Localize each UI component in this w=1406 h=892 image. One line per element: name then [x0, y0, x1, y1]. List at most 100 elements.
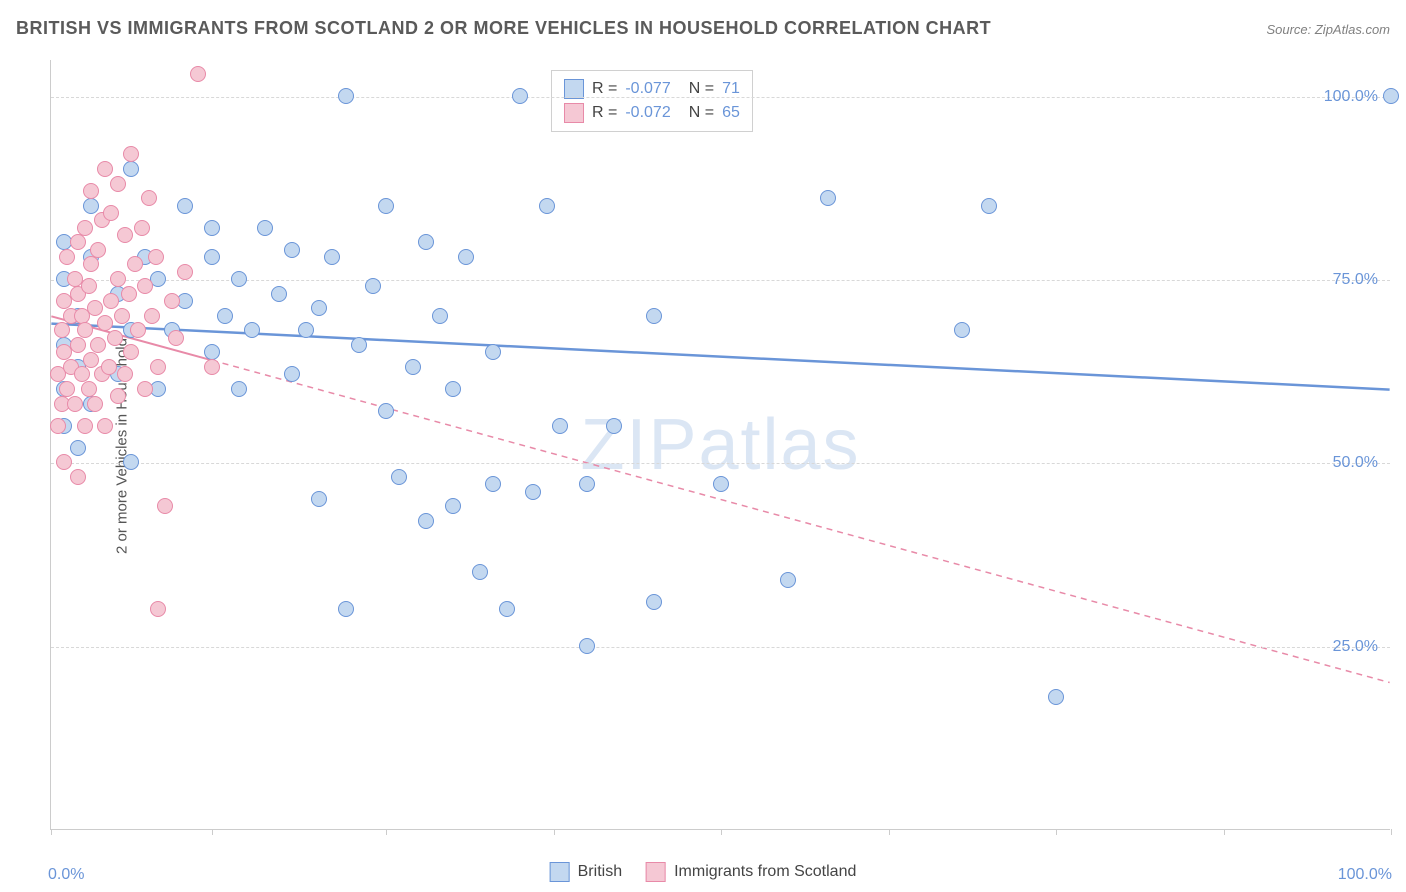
- x-tick-100: 100.0%: [1338, 866, 1392, 884]
- data-point: [117, 366, 133, 382]
- data-point: [284, 242, 300, 258]
- data-point: [148, 249, 164, 265]
- x-tick-0: 0.0%: [48, 866, 84, 884]
- legend-label: British: [578, 863, 622, 881]
- data-point: [418, 513, 434, 529]
- x-tick: [1224, 829, 1225, 835]
- gridline: [51, 647, 1390, 648]
- data-point: [204, 359, 220, 375]
- data-point: [525, 484, 541, 500]
- data-point: [204, 249, 220, 265]
- data-point: [458, 249, 474, 265]
- data-point: [70, 337, 86, 353]
- legend-swatch: [550, 862, 570, 882]
- data-point: [157, 498, 173, 514]
- data-point: [110, 176, 126, 192]
- data-point: [110, 388, 126, 404]
- x-tick: [1056, 829, 1057, 835]
- data-point: [168, 330, 184, 346]
- data-point: [338, 88, 354, 104]
- data-point: [127, 256, 143, 272]
- data-point: [83, 352, 99, 368]
- data-point: [83, 183, 99, 199]
- data-point: [81, 278, 97, 294]
- chart-title: BRITISH VS IMMIGRANTS FROM SCOTLAND 2 OR…: [16, 18, 991, 39]
- data-point: [77, 220, 93, 236]
- data-point: [177, 264, 193, 280]
- data-point: [204, 344, 220, 360]
- data-point: [123, 161, 139, 177]
- legend-swatch: [646, 862, 666, 882]
- data-point: [231, 381, 247, 397]
- data-point: [780, 572, 796, 588]
- data-point: [445, 381, 461, 397]
- x-tick: [212, 829, 213, 835]
- data-point: [512, 88, 528, 104]
- data-point: [405, 359, 421, 375]
- data-point: [954, 322, 970, 338]
- legend-r-label: R =: [592, 101, 617, 125]
- watermark: ZIPatlas: [580, 404, 860, 486]
- data-point: [606, 418, 622, 434]
- data-point: [137, 278, 153, 294]
- data-point: [103, 205, 119, 221]
- data-point: [485, 344, 501, 360]
- data-point: [121, 286, 137, 302]
- data-point: [103, 293, 119, 309]
- legend-n-value: 65: [722, 101, 740, 125]
- y-tick-label: 25.0%: [1333, 638, 1378, 656]
- data-point: [150, 359, 166, 375]
- legend-stats: R = -0.077N = 71R = -0.072N = 65: [551, 70, 753, 132]
- gridline: [51, 97, 1390, 98]
- data-point: [74, 366, 90, 382]
- data-point: [67, 396, 83, 412]
- data-point: [646, 308, 662, 324]
- data-point: [90, 242, 106, 258]
- legend-swatch: [564, 103, 584, 123]
- legend-r-value: -0.072: [625, 101, 670, 125]
- data-point: [97, 315, 113, 331]
- data-point: [59, 249, 75, 265]
- data-point: [70, 469, 86, 485]
- y-tick-label: 50.0%: [1333, 454, 1378, 472]
- gridline: [51, 280, 1390, 281]
- data-point: [117, 227, 133, 243]
- gridline: [51, 463, 1390, 464]
- data-point: [134, 220, 150, 236]
- legend-n-label: N =: [689, 101, 714, 125]
- data-point: [365, 278, 381, 294]
- data-point: [391, 469, 407, 485]
- data-point: [70, 234, 86, 250]
- data-point: [144, 308, 160, 324]
- data-point: [244, 322, 260, 338]
- data-point: [820, 190, 836, 206]
- legend-label: Immigrants from Scotland: [674, 863, 856, 881]
- data-point: [646, 594, 662, 610]
- x-tick: [51, 829, 52, 835]
- x-tick: [554, 829, 555, 835]
- data-point: [123, 344, 139, 360]
- legend-item: British: [550, 862, 622, 882]
- data-point: [579, 476, 595, 492]
- data-point: [130, 322, 146, 338]
- data-point: [378, 198, 394, 214]
- data-point: [150, 601, 166, 617]
- data-point: [87, 300, 103, 316]
- data-point: [97, 161, 113, 177]
- data-point: [70, 440, 86, 456]
- data-point: [177, 198, 193, 214]
- data-point: [123, 146, 139, 162]
- legend-bottom: British Immigrants from Scotland: [550, 862, 857, 882]
- data-point: [552, 418, 568, 434]
- data-point: [1383, 88, 1399, 104]
- data-point: [59, 381, 75, 397]
- data-point: [271, 286, 287, 302]
- data-point: [204, 220, 220, 236]
- data-point: [123, 454, 139, 470]
- data-point: [324, 249, 340, 265]
- legend-item: Immigrants from Scotland: [646, 862, 856, 882]
- data-point: [231, 271, 247, 287]
- data-point: [141, 190, 157, 206]
- data-point: [77, 418, 93, 434]
- data-point: [101, 359, 117, 375]
